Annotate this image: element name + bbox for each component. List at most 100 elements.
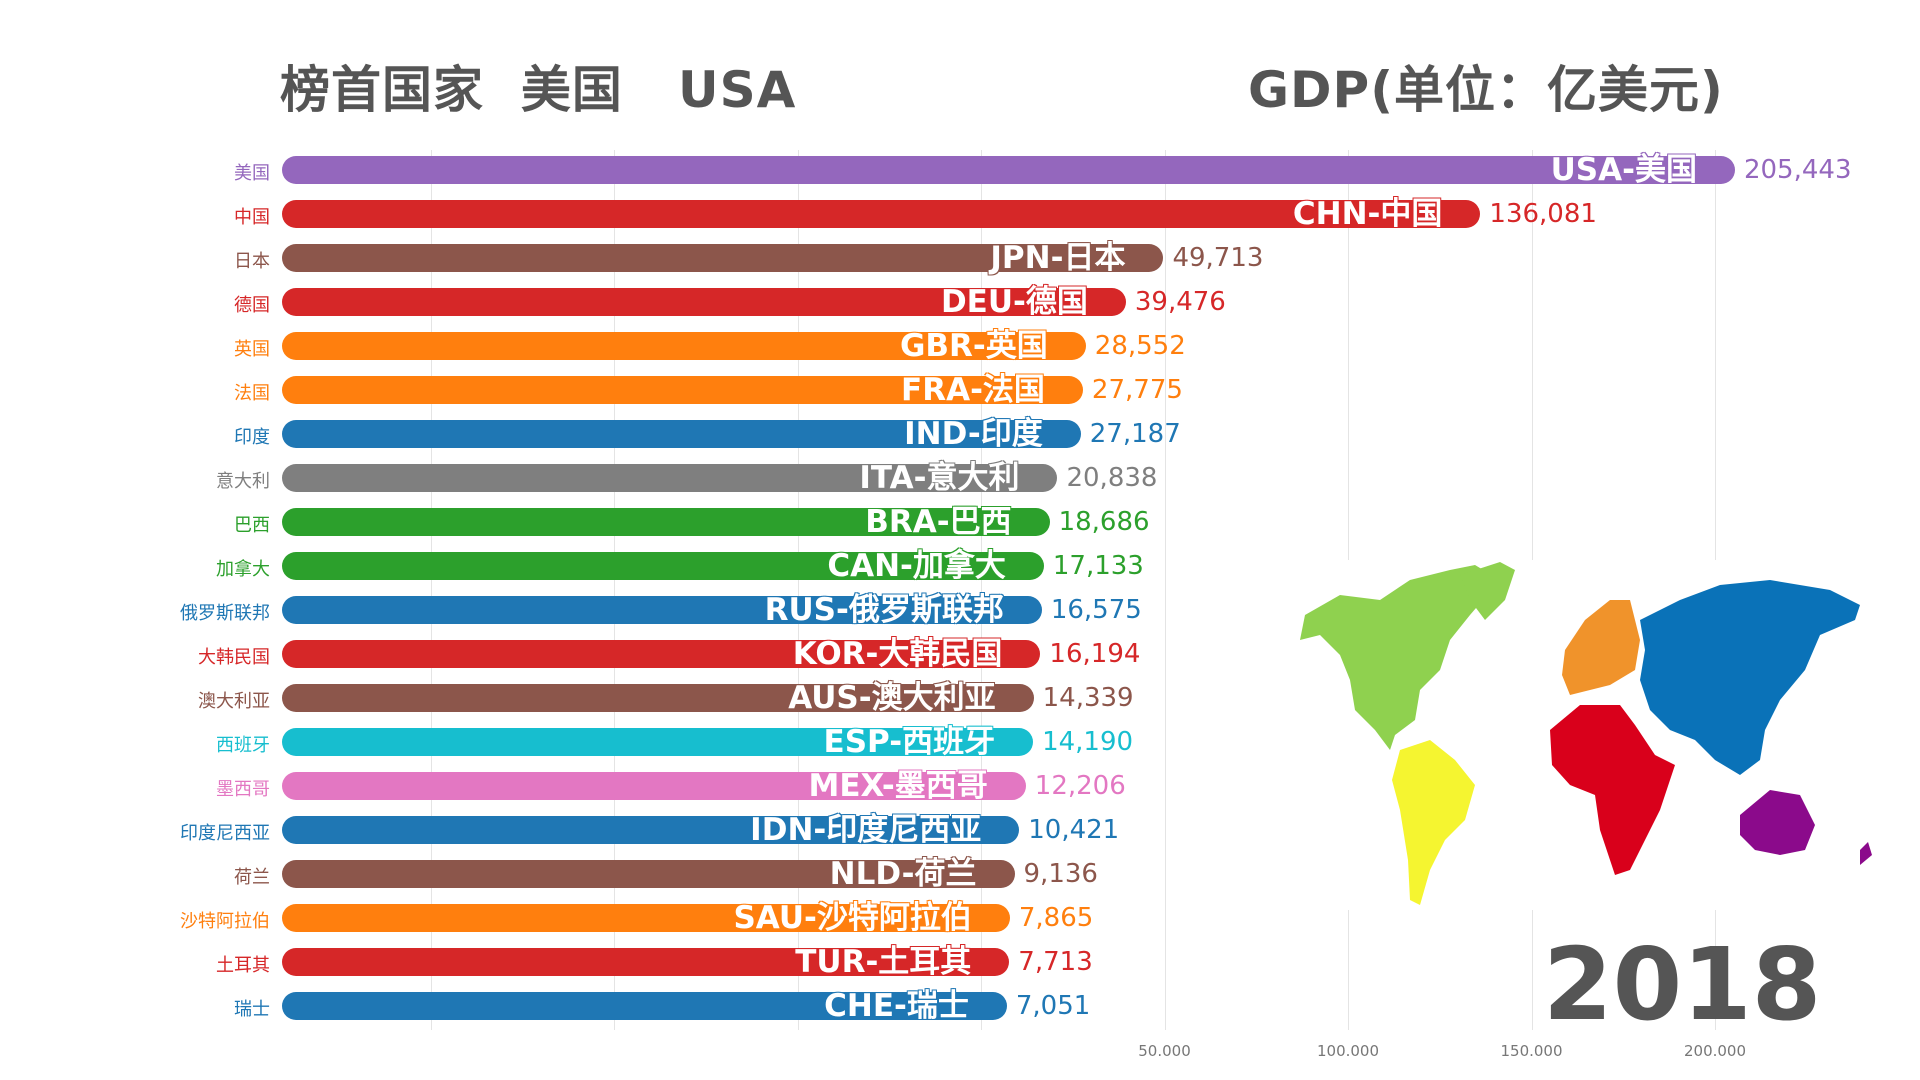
gridline [797,150,799,1030]
map-new-zealand [1860,842,1872,865]
country-label: 大韩民国 [198,647,270,668]
value-label: 7,713 [1018,947,1093,977]
value-label: 17,133 [1052,551,1144,581]
world-map [1300,560,1905,910]
country-label: 西班牙 [216,735,270,756]
map-south-america [1392,740,1475,905]
map-europe [1562,600,1640,695]
bar [282,464,1058,492]
bar-row: 意大利 ITA-意大利 20,838 [0,460,1920,496]
bar-row: 加拿大 CAN-加拿大 17,133 [0,548,1920,584]
map-asia [1640,580,1860,775]
map-north-america [1300,565,1500,750]
bar [282,596,1042,624]
x-tick-label: 100.000 [1316,1042,1380,1060]
bar-row: 澳大利亚 AUS-澳大利亚 14,339 [0,680,1920,716]
country-label: 澳大利亚 [198,691,270,712]
country-label: 印度 [234,427,270,448]
value-label: 27,187 [1089,419,1181,449]
country-label: 俄罗斯联邦 [180,603,270,624]
country-label: 意大利 [216,471,270,492]
bar [282,816,1020,844]
bar-inner-label: USA-美国 [1550,152,1697,188]
bar [282,728,1034,756]
bar [282,376,1083,404]
bar-row: 沙特阿拉伯 SAU-沙特阿拉伯 7,865 [0,900,1920,936]
map-greenland [1460,562,1515,620]
country-label: 日本 [234,251,270,272]
bar [282,860,1015,888]
bar-row: 土耳其 TUR-土耳其 7,713 [0,944,1920,980]
bar-row: 西班牙 ESP-西班牙 14,190 [0,724,1920,760]
value-label: 16,194 [1049,639,1141,669]
bar [282,420,1081,448]
bar-row: 英国 GBR-英国 28,552 [0,328,1920,364]
value-label: 14,339 [1042,683,1134,713]
bar-inner-label: TUR-土耳其 [795,944,972,980]
value-label: 7,865 [1018,903,1094,933]
value-label: 7,051 [1015,991,1091,1021]
bar-row: 巴西 BRA-巴西 18,686 [0,504,1920,540]
bar-inner-label: FRA-法国 [901,372,1045,408]
bar-inner-label: DEU-德国 [940,284,1088,320]
map-africa [1550,705,1675,875]
x-tick-label: 150.000 [1500,1042,1563,1060]
gridline [614,150,615,1030]
bar-inner-label: AUS-澳大利亚 [788,680,996,716]
bar-inner-label: KOR-大韩民国 [792,636,1003,672]
x-tick-label: 200.000 [1683,1042,1747,1060]
bar-inner-label: ESP-西班牙 [823,724,996,760]
value-label: 16,575 [1050,595,1142,625]
value-label: 9,136 [1023,859,1098,889]
value-label: 205,443 [1743,155,1852,185]
bar-row: 美国 USA-美国 205,443 [0,152,1920,188]
bar-row: 中国 CHN-中国 136,081 [0,196,1920,232]
value-label: 136,081 [1489,199,1597,229]
bar-row: 印度尼西亚 IDN-印度尼西亚 10,421 [0,812,1920,848]
country-label: 加拿大 [216,559,270,580]
country-label: 德国 [234,295,270,316]
bar [282,244,1164,272]
bar [282,200,1481,228]
year-label: 2018 [1543,926,1822,1043]
bar-inner-label: GBR-英国 [899,328,1048,364]
country-label: 美国 [234,163,270,184]
bar-inner-label: MEX-墨西哥 [808,768,988,804]
map-oceania [1740,790,1815,855]
bar [282,552,1044,580]
value-label: 14,190 [1042,727,1134,757]
country-label: 土耳其 [216,955,270,976]
bar-inner-label: RUS-俄罗斯联邦 [764,592,1004,628]
country-label: 沙特阿拉伯 [180,911,270,932]
value-label: 27,775 [1091,375,1183,405]
leader-title: 榜首国家 美国 USA [280,61,797,119]
country-label: 法国 [234,383,270,404]
bar [282,288,1126,316]
bar-row: 大韩民国 KOR-大韩民国 16,194 [0,636,1920,672]
country-label: 荷兰 [234,867,270,888]
bar-row: 荷兰 NLD-荷兰 9,136 [0,856,1920,892]
bar-inner-label: IND-印度 [904,416,1043,452]
gridline [1164,150,1166,1030]
value-label: 12,206 [1034,771,1126,801]
bar [282,156,1735,184]
bar [282,948,1010,976]
bar-row: 德国 DEU-德国 39,476 [0,284,1920,320]
bar-inner-label: SAU-沙特阿拉伯 [733,900,972,936]
country-label: 中国 [234,207,270,228]
value-label: 39,476 [1134,287,1226,317]
bar-inner-label: BRA-巴西 [865,504,1012,540]
gridline [430,150,432,1030]
country-label: 印度尼西亚 [180,823,270,844]
bar-row: 日本 JPN-日本 49,713 [0,240,1920,276]
bar [282,332,1086,360]
bar-inner-label: NLD-荷兰 [829,856,977,892]
gridline [981,150,982,1030]
bar-inner-label: ITA-意大利 [859,460,1020,496]
bar [282,772,1026,800]
value-label: 18,686 [1058,507,1150,537]
bar [282,640,1041,668]
country-label: 英国 [234,339,270,360]
bar [282,992,1007,1020]
bar [282,508,1050,536]
